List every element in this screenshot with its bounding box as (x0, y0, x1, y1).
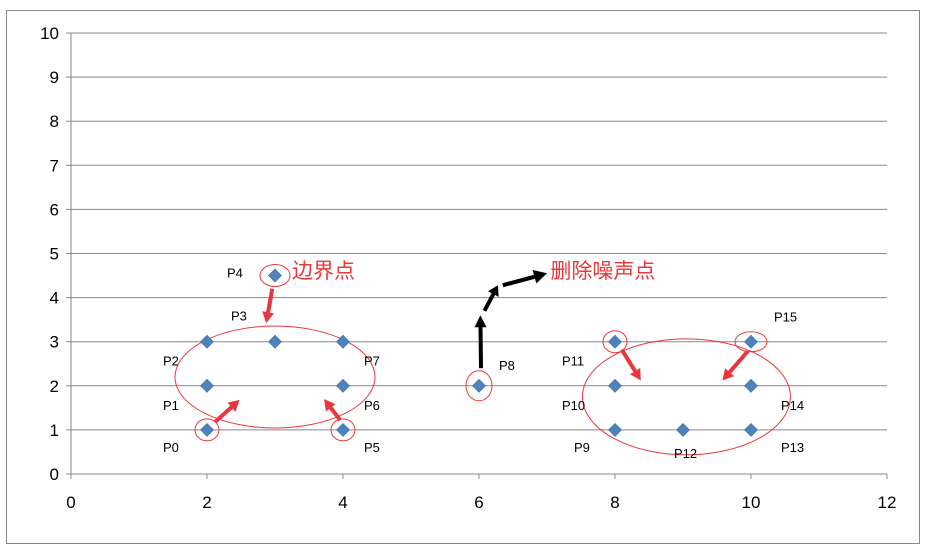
y-tick-label-5: 5 (50, 245, 59, 264)
data-point-p8 (472, 378, 486, 393)
data-points (200, 268, 758, 437)
point-label-p2: P2 (163, 354, 179, 369)
point-label-p13: P13 (781, 440, 804, 455)
y-tick-label-2: 2 (50, 377, 59, 396)
data-point-p5 (336, 422, 350, 437)
arrow-border-p4 (262, 288, 275, 324)
x-tick-label-6: 6 (474, 493, 483, 512)
y-tick-label-7: 7 (50, 156, 59, 175)
chart-frame: 0 1 2 3 4 5 6 7 8 9 10 0 2 4 6 8 10 12 P0 P1 P2 P3 P4 P5 P6 P7 P… (6, 10, 920, 544)
arrow-noise-lower (474, 315, 487, 369)
x-tick-label-2: 2 (202, 493, 211, 512)
data-point-p3 (268, 334, 282, 349)
y-tick-label-3: 3 (50, 333, 59, 352)
point-label-p5: P5 (364, 440, 380, 455)
arrow-border-p15 (722, 350, 750, 381)
point-label-p4: P4 (227, 266, 243, 281)
point-label-p9: P9 (574, 440, 590, 455)
data-point-p1 (200, 378, 214, 393)
data-point-p9 (608, 422, 622, 437)
highlight-circle-p11 (602, 330, 628, 354)
point-label-p6: P6 (364, 398, 380, 413)
point-label-p12: P12 (674, 446, 697, 461)
highlight-circles (194, 264, 768, 442)
highlight-circle-p5 (330, 418, 356, 442)
annotation-arrows (213, 270, 750, 424)
cluster-ellipse-right (581, 338, 791, 456)
arrow-border-p0 (213, 399, 240, 424)
data-point-p10 (608, 378, 622, 393)
point-label-p11: P11 (562, 354, 584, 369)
data-point-p14 (744, 378, 758, 393)
point-label-p0: P0 (163, 440, 179, 455)
annotation-border-points: 边界点 (292, 259, 355, 283)
y-tick-label-8: 8 (50, 112, 59, 131)
x-tick-label-10: 10 (742, 493, 761, 512)
y-tick-label-10: 10 (40, 24, 59, 43)
x-tick-label-0: 0 (66, 493, 75, 512)
point-label-p3: P3 (231, 309, 247, 324)
annotation-remove-noise: 删除噪声点 (550, 259, 655, 283)
point-label-p1: P1 (163, 398, 179, 413)
arrow-border-p11 (620, 348, 641, 381)
y-tick-label-6: 6 (50, 200, 59, 219)
data-point-p2 (200, 334, 214, 349)
cluster-ellipse-left (174, 325, 376, 429)
point-label-p7: P7 (364, 354, 380, 369)
highlight-circle-p15 (734, 331, 768, 353)
data-point-p4 (268, 268, 282, 283)
point-labels: P0 P1 P2 P3 P4 P5 P6 P7 P8 P9 P10 P11 P12 P13 P14 P15 (163, 266, 804, 461)
data-point-p6 (336, 378, 350, 393)
cluster-ellipses (174, 325, 791, 456)
x-tick-label-8: 8 (610, 493, 619, 512)
data-point-p13 (744, 422, 758, 437)
y-tick-label-1: 1 (50, 421, 59, 440)
highlight-circle-p0 (194, 418, 220, 442)
x-tick-label-12: 12 (878, 493, 897, 512)
x-axis-ticks: 0 2 4 6 8 10 12 (66, 474, 896, 512)
data-point-p15 (744, 334, 758, 349)
highlight-circle-p4 (259, 264, 291, 288)
data-point-p12 (676, 422, 690, 437)
highlight-circle-p8 (465, 370, 493, 402)
arrow-border-p5 (324, 399, 342, 422)
y-tick-label-9: 9 (50, 68, 59, 87)
x-tick-label-4: 4 (338, 493, 347, 512)
y-axis-ticks: 0 1 2 3 4 5 6 7 8 9 10 (40, 24, 71, 484)
data-point-p11 (608, 334, 622, 349)
y-tick-label-0: 0 (50, 465, 59, 484)
annotations: 边界点 删除噪声点 (292, 259, 655, 283)
data-point-p7 (336, 334, 350, 349)
arrow-noise-upper (502, 270, 547, 288)
point-label-p8: P8 (499, 358, 515, 373)
arrow-noise-mid (482, 285, 499, 312)
point-label-p10: P10 (562, 398, 585, 413)
y-tick-label-4: 4 (50, 289, 59, 308)
point-label-p15: P15 (774, 310, 797, 325)
point-label-p14: P14 (781, 398, 804, 413)
data-point-p0 (200, 422, 214, 437)
